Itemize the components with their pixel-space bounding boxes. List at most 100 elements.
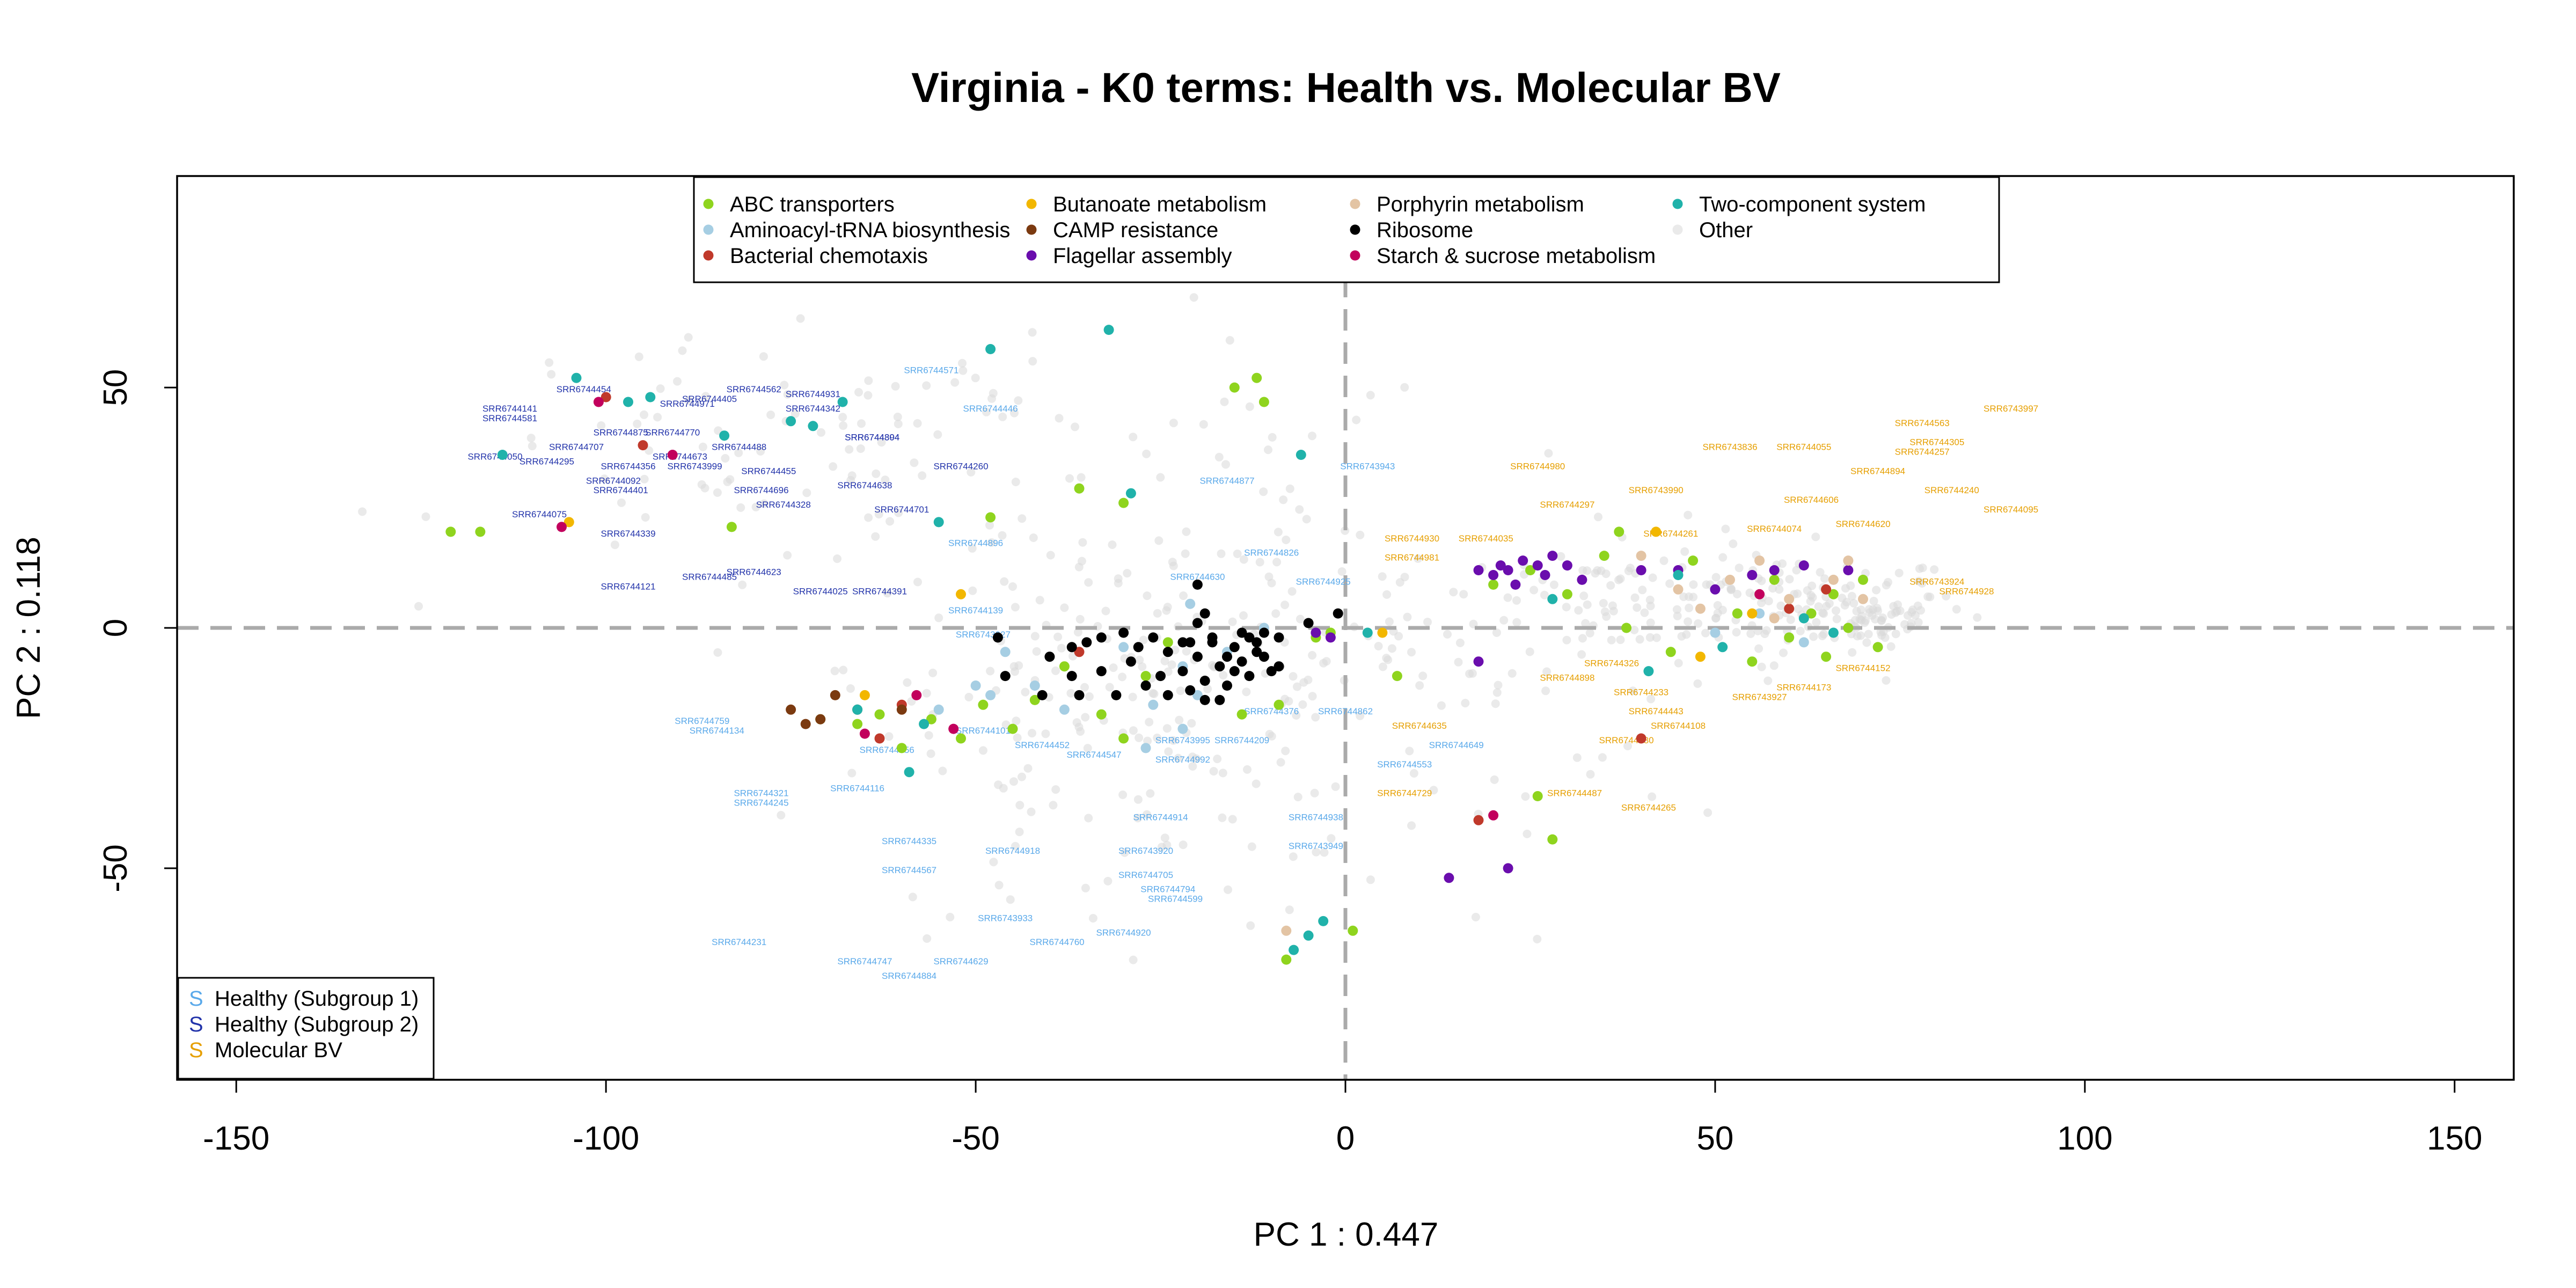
other-point (1848, 648, 1857, 657)
other-point (918, 471, 927, 480)
abc-transporters-point (1621, 623, 1632, 633)
other-point (791, 409, 800, 418)
other-point (1648, 792, 1657, 801)
aminoacyl-trna-biosynthesis-point (1754, 608, 1765, 619)
ribosome-point (1236, 656, 1247, 667)
other-point (1648, 573, 1657, 582)
bacterial-chemotaxis-point (1821, 584, 1832, 595)
sample-label: SRR6744638 (837, 480, 892, 491)
other-point (358, 507, 367, 516)
other-point (1523, 829, 1532, 838)
group-legend-box (177, 977, 435, 1080)
x-tick-label: 50 (1696, 1120, 1733, 1157)
other-point (986, 667, 995, 676)
sample-label: SRR6744454 (557, 384, 611, 394)
other-point (1203, 684, 1212, 693)
other-point (1672, 605, 1681, 614)
legend-label-camp-resistance: CAMP resistance (1053, 218, 1218, 242)
porphyrin-metabolism-point (1636, 551, 1646, 561)
other-point (894, 420, 903, 428)
flagellar-assembly-point (1503, 565, 1513, 575)
other-point (1942, 591, 1951, 601)
sample-label: SRR6744121 (601, 581, 655, 591)
other-point (1182, 527, 1191, 536)
other-point (1065, 474, 1074, 483)
abc-transporters-point (978, 699, 989, 710)
two-component-system-point (623, 397, 633, 407)
other-point (1562, 635, 1571, 645)
bacterial-chemotaxis-point (638, 440, 648, 451)
other-point (1598, 753, 1607, 762)
ribosome-point (1244, 671, 1255, 682)
other-point (1108, 540, 1117, 549)
other-point (1556, 552, 1565, 561)
other-point (726, 475, 735, 484)
other-point (967, 467, 976, 477)
other-point (1028, 357, 1037, 366)
other-point (1385, 617, 1394, 626)
sample-label: SRR6744487 (1547, 788, 1602, 799)
other-point (933, 430, 942, 439)
other-point (1192, 754, 1201, 763)
other-point (528, 442, 537, 451)
other-point (987, 394, 996, 403)
pathway-points-layer (445, 325, 1883, 965)
other-point (1378, 662, 1387, 671)
other-point (1233, 550, 1242, 558)
ribosome-point (1214, 694, 1225, 705)
other-point (1029, 533, 1038, 542)
two-component-system-point (1643, 666, 1654, 677)
other-point (641, 513, 650, 522)
other-point (756, 447, 765, 456)
ribosome-point (1214, 661, 1225, 672)
two-component-system-point (852, 704, 863, 715)
two-component-system-point (1828, 627, 1839, 638)
other-point (877, 438, 886, 447)
other-point (1409, 769, 1418, 778)
ribosome-point (1207, 637, 1218, 648)
other-point (1083, 744, 1092, 753)
other-point (1492, 688, 1502, 697)
sample-label: SRR6744571 (904, 365, 958, 375)
other-point (1387, 644, 1396, 653)
other-point (684, 396, 693, 405)
other-point (1308, 692, 1317, 701)
abc-transporters-point (1532, 791, 1543, 801)
other-point (1284, 697, 1293, 706)
other-point (1887, 610, 1896, 619)
starch-and-sucrose-metabolism-point (948, 723, 959, 734)
sample-label: SRR6744877 (1199, 475, 1254, 486)
sample-label: SRR6744095 (1984, 504, 2038, 515)
abc-transporters-point (896, 743, 907, 753)
sample-label: SRR6744326 (1584, 658, 1639, 669)
sample-label: SRR6744759 (675, 716, 729, 726)
sample-label: SRR6744992 (1155, 755, 1210, 765)
other-point (1060, 603, 1069, 612)
y-axis-label: PC 2 : 0.118 (10, 537, 47, 719)
other-point (1973, 613, 1982, 622)
abc-transporters-point (956, 733, 966, 744)
other-point (1882, 676, 1891, 685)
two-component-system-point (919, 719, 930, 729)
other-point (1009, 662, 1019, 671)
other-point (1624, 566, 1633, 575)
other-point (1842, 598, 1851, 606)
flagellar-assembly-point (1473, 565, 1484, 575)
other-point (1084, 814, 1093, 823)
other-point (1146, 789, 1155, 798)
other-point (1239, 611, 1248, 620)
other-point (1525, 647, 1534, 656)
starch-and-sucrose-metabolism-point (1754, 589, 1765, 599)
other-point (1407, 648, 1416, 657)
two-component-system-point (1673, 570, 1684, 580)
other-point (1694, 619, 1703, 628)
other-point (864, 376, 873, 385)
other-point (1684, 617, 1693, 626)
other-point (1308, 431, 1316, 441)
y-tick-label: 0 (97, 619, 134, 637)
other-point (738, 580, 747, 589)
other-point (1768, 584, 1777, 593)
other-point (1293, 682, 1301, 691)
other-point (885, 517, 895, 526)
other-point (1872, 586, 1881, 595)
